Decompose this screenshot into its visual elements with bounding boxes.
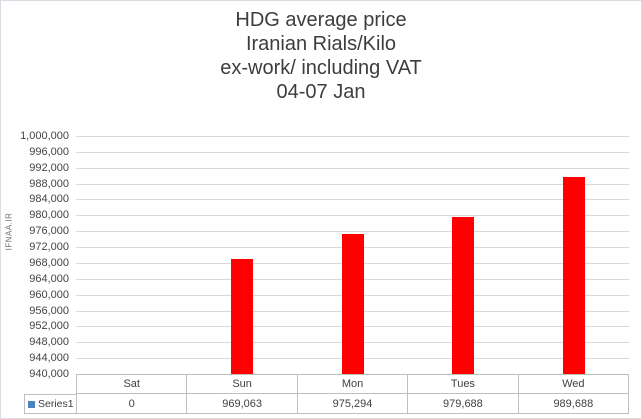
chart-title-line: ex-work/ including VAT xyxy=(220,57,422,79)
chart-title-line: Iranian Rials/Kilo xyxy=(245,33,397,55)
gridline xyxy=(76,136,629,137)
y-axis-tick-label: 940,000 xyxy=(29,368,69,380)
y-axis-tick-label: 964,000 xyxy=(29,272,69,285)
gridline xyxy=(76,231,629,233)
legend-series-label: Series1 xyxy=(38,398,74,410)
y-axis-tick-label: 972,000 xyxy=(29,241,69,254)
bar-sun xyxy=(230,258,253,374)
data-table-category-cell: Tues xyxy=(408,375,519,393)
y-axis-tick-label: 984,000 xyxy=(29,193,69,206)
y-axis-tick-label: 988,000 xyxy=(29,177,69,190)
bar-mon xyxy=(341,234,364,374)
bar-tues xyxy=(452,216,475,374)
bar-wed xyxy=(562,176,585,374)
data-table-value-cell: 975,294 xyxy=(298,394,409,413)
y-axis-tick-label: 996,000 xyxy=(29,145,69,158)
y-axis-tick-label: 948,000 xyxy=(29,336,69,349)
plot-area xyxy=(76,136,629,374)
data-table-category-cell: Wed xyxy=(519,375,630,393)
data-table-value-cell: 0 xyxy=(77,394,188,413)
legend-key-icon xyxy=(28,400,35,408)
y-axis-tick-label: 968,000 xyxy=(29,256,69,269)
y-axis-tick-label: 992,000 xyxy=(29,161,69,174)
data-table-category-cell: Sun xyxy=(187,375,298,393)
chart-title-line: HDG average price xyxy=(235,9,407,31)
data-table-category-cell: Mon xyxy=(298,375,409,393)
y-axis-tick-label: 980,000 xyxy=(29,209,69,222)
y-axis-tick-label: 944,000 xyxy=(29,352,69,365)
gridline xyxy=(76,167,629,169)
data-table-value-cell: 989,688 xyxy=(519,394,630,413)
legend: Series1 xyxy=(24,394,76,414)
y-axis-tick-label: 952,000 xyxy=(29,320,69,333)
chart-title: HDG average price Iranian Rials/Kilo ex-wo… xyxy=(1,8,641,104)
gridline xyxy=(76,215,629,217)
gridline xyxy=(76,199,629,201)
gridline xyxy=(76,183,629,185)
data-table-value-cell: 979,688 xyxy=(408,394,519,413)
gridline xyxy=(76,151,629,153)
y-axis-tick-label: 1,000,000 xyxy=(20,130,69,142)
y-axis-tick-label: 976,000 xyxy=(29,225,69,238)
data-table-category-row: Sat Sun Mon Tues Wed xyxy=(76,374,630,394)
data-table-value-cell: 969,063 xyxy=(187,394,298,413)
y-axis-tick-label: 956,000 xyxy=(29,304,69,317)
y-axis-tick-label: 960,000 xyxy=(29,288,69,301)
data-table-value-row: 0 969,063 975,294 979,688 989,688 xyxy=(76,394,630,414)
data-table-category-cell: Sat xyxy=(77,375,188,393)
chart-title-line: 04-07 Jan xyxy=(276,81,366,103)
